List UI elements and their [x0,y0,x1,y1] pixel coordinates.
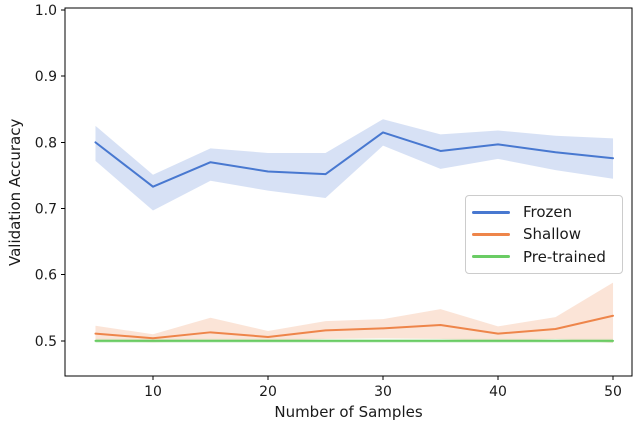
axes-frame [64,7,633,377]
series-line-shallow [94,314,615,340]
y-axis-label: Validation Accuracy [6,118,24,266]
y-tick-label: 0.7 [35,202,57,218]
legend-label-pretrained: Pre-trained [523,247,606,266]
x-tick-label: 30 [374,384,392,400]
legend-label-frozen: Frozen [523,203,573,222]
x-tick-label: 40 [489,384,507,400]
series-line-frozen [94,131,615,188]
legend-item-pretrained: Pre-trained [472,246,614,268]
confidence-band-shallow [95,282,614,343]
legend-item-shallow: Shallow [472,223,614,245]
legend-swatch-frozen [472,210,510,214]
x-tick-label: 20 [259,384,277,400]
x-axis-label: Number of Samples [274,403,423,421]
legend: Frozen Shallow Pre-trained [465,195,623,274]
x-tick-label: 50 [604,384,622,400]
y-tick-label: 0.5 [35,334,57,350]
legend-swatch-shallow [472,232,510,236]
legend-item-frozen: Frozen [472,201,614,223]
legend-swatch-pretrained [472,255,510,259]
y-tick-label: 0.9 [35,69,57,85]
x-tick-label: 10 [144,384,162,400]
legend-label-shallow: Shallow [523,225,582,244]
y-tick-label: 0.6 [35,268,57,284]
y-tick-label: 1.0 [35,3,57,19]
confidence-band-frozen [95,119,614,211]
y-tick-label: 0.8 [35,135,57,151]
